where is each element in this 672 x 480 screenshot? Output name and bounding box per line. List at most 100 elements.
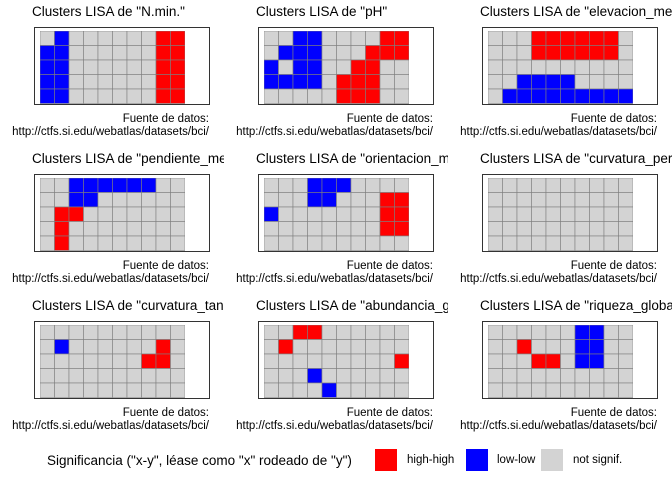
cell-not-signif	[40, 178, 55, 193]
cell-not-signif	[379, 74, 395, 90]
cell-not-signif	[264, 339, 279, 355]
cell-not-signif	[141, 31, 157, 46]
cell-not-signif	[68, 88, 84, 104]
cell-not-signif	[264, 45, 279, 61]
cell-not-signif	[488, 45, 503, 61]
cell-not-signif	[545, 59, 561, 75]
source-label: Fuente de datos:	[346, 113, 433, 125]
cell-not-signif	[502, 178, 518, 193]
cell-high-high	[170, 88, 185, 104]
cluster-map	[258, 27, 434, 105]
cell-not-signif	[336, 45, 352, 61]
cell-not-signif	[307, 382, 323, 398]
cell-low-low	[83, 192, 99, 208]
cell-low-low	[40, 45, 55, 61]
cell-low-low	[40, 74, 55, 90]
cell-not-signif	[618, 353, 633, 369]
cell-not-signif	[126, 368, 142, 384]
cell-not-signif	[155, 368, 171, 384]
cluster-map	[34, 174, 210, 252]
cell-not-signif	[170, 353, 185, 369]
cell-not-signif	[278, 353, 294, 369]
cell-not-signif	[278, 31, 294, 46]
cell-high-high	[170, 31, 185, 46]
cell-not-signif	[155, 178, 171, 193]
cell-not-signif	[126, 221, 142, 237]
cell-not-signif	[618, 59, 633, 75]
cell-not-signif	[516, 325, 532, 340]
source-label: Fuente de datos:	[346, 260, 433, 272]
cell-not-signif	[618, 382, 633, 398]
cell-not-signif	[394, 325, 409, 340]
cell-not-signif	[618, 368, 633, 384]
cell-not-signif	[531, 178, 547, 193]
cell-not-signif	[502, 368, 518, 384]
cell-not-signif	[365, 368, 381, 384]
cell-high-high	[531, 353, 547, 369]
cell-high-high	[365, 59, 381, 75]
cell-not-signif	[264, 353, 279, 369]
cell-low-low	[545, 74, 561, 90]
cell-high-high	[155, 88, 171, 104]
cell-not-signif	[502, 192, 518, 208]
cell-low-low	[40, 59, 55, 75]
cell-not-signif	[603, 59, 619, 75]
cell-low-low	[531, 88, 547, 104]
source-url: http://ctfs.si.edu/webatlas/datasets/bci…	[12, 126, 209, 138]
cell-not-signif	[545, 368, 561, 384]
cell-high-high	[170, 74, 185, 90]
cell-not-signif	[379, 88, 395, 104]
panel-title: Clusters LISA de "elevacion_media"	[480, 4, 672, 19]
cell-not-signif	[365, 235, 381, 251]
cell-not-signif	[574, 235, 590, 251]
cell-not-signif	[488, 235, 503, 251]
cell-not-signif	[54, 353, 70, 369]
cell-not-signif	[336, 325, 352, 340]
cell-low-low	[589, 353, 605, 369]
cluster-panel-8: Clusters LISA de "abundancia_global" Fuen…	[224, 294, 448, 440]
cell-not-signif	[155, 192, 171, 208]
source-label: Fuente de datos:	[122, 260, 209, 272]
cell-not-signif	[488, 382, 503, 398]
cell-not-signif	[141, 382, 157, 398]
cell-low-low	[264, 74, 279, 90]
source-url: http://ctfs.si.edu/webatlas/datasets/bci…	[460, 126, 657, 138]
cell-low-low	[574, 88, 590, 104]
cell-low-low	[307, 74, 323, 90]
cell-not-signif	[379, 339, 395, 355]
cell-not-signif	[40, 325, 55, 340]
cell-not-signif	[292, 206, 308, 222]
cell-not-signif	[278, 59, 294, 75]
cell-not-signif	[141, 45, 157, 61]
cell-high-high	[336, 74, 352, 90]
cell-not-signif	[126, 192, 142, 208]
cell-not-signif	[336, 382, 352, 398]
cell-not-signif	[531, 339, 547, 355]
cell-not-signif	[112, 192, 128, 208]
cell-low-low	[618, 88, 633, 104]
cell-low-low	[292, 59, 308, 75]
cell-not-signif	[516, 192, 532, 208]
source-label: Fuente de datos:	[346, 407, 433, 419]
cell-not-signif	[379, 382, 395, 398]
cell-not-signif	[292, 339, 308, 355]
cell-not-signif	[336, 31, 352, 46]
cell-not-signif	[394, 235, 409, 251]
cell-not-signif	[365, 353, 381, 369]
cell-high-high	[155, 353, 171, 369]
cell-not-signif	[589, 235, 605, 251]
cell-high-high	[365, 45, 381, 61]
cell-not-signif	[618, 178, 633, 193]
cell-not-signif	[379, 325, 395, 340]
cell-not-signif	[112, 339, 128, 355]
cell-not-signif	[83, 31, 99, 46]
cell-not-signif	[516, 235, 532, 251]
cell-not-signif	[112, 235, 128, 251]
cell-not-signif	[618, 235, 633, 251]
cell-not-signif	[54, 325, 70, 340]
cell-not-signif	[394, 88, 409, 104]
cell-not-signif	[618, 31, 633, 46]
cell-not-signif	[336, 59, 352, 75]
cell-not-signif	[68, 31, 84, 46]
cell-not-signif	[574, 206, 590, 222]
